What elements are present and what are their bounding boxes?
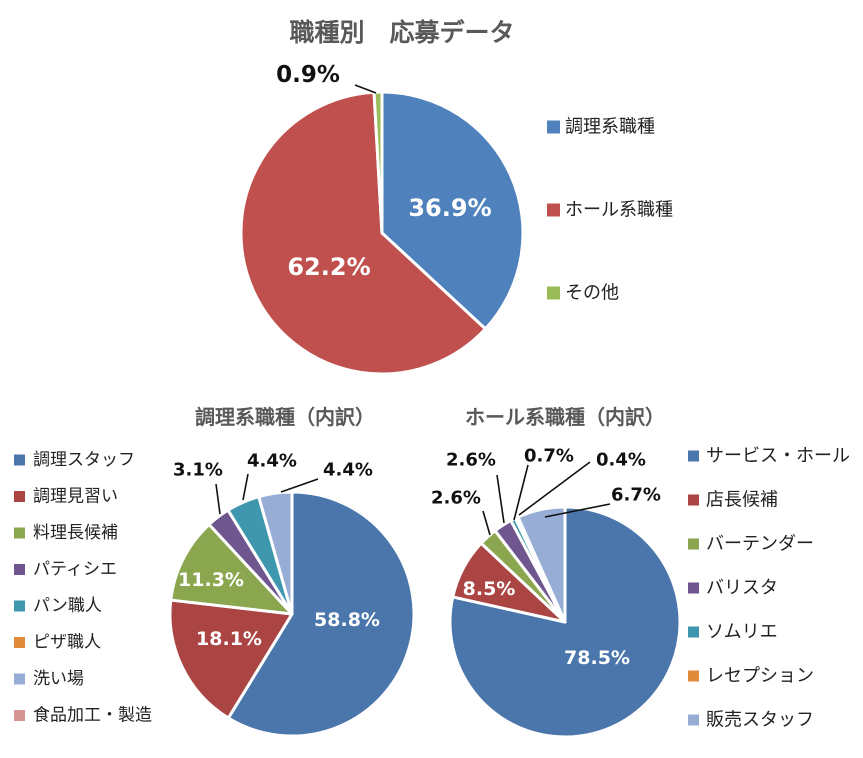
legend-label: パン職人 (33, 596, 102, 616)
data-label: 2.6% (446, 450, 496, 471)
pie-slice (239, 90, 487, 376)
legend-swatch (547, 286, 560, 300)
leader-line (215, 483, 221, 515)
legend-label: ソムリエ (706, 622, 778, 643)
legend-swatch (688, 714, 699, 726)
legend-label: 店長候補 (706, 490, 778, 511)
legend-label: 調理系職種 (565, 117, 655, 138)
data-label: 18.1% (196, 628, 262, 650)
legend-swatch (547, 203, 560, 217)
leader-line (513, 464, 529, 521)
legend-swatch (688, 626, 699, 638)
legend-label: パティシエ (33, 560, 117, 580)
data-label: 8.5% (463, 578, 516, 600)
data-label: 0.9% (276, 62, 340, 88)
data-label: 0.4% (596, 450, 646, 471)
legend-label: ピザ職人 (33, 633, 101, 653)
pie-slice (168, 598, 294, 720)
data-label: 3.1% (173, 460, 223, 481)
chart-title-hall: ホール系職種（内訳） (465, 405, 665, 429)
legend-swatch (14, 454, 25, 466)
chart-title-main: 職種別 応募データ (289, 18, 514, 47)
legend-label: 販売スタッフ (706, 710, 814, 731)
data-label: 36.9% (408, 194, 491, 222)
legend-swatch (14, 527, 25, 539)
legend-swatch (688, 670, 699, 682)
data-label: 62.2% (287, 253, 370, 281)
data-label: 0.7% (524, 446, 574, 467)
legend-swatch (14, 710, 25, 721)
legend-label: その他 (565, 283, 619, 304)
leader-line (544, 503, 611, 518)
data-label: 4.4% (323, 460, 373, 481)
legend-label: 食品加工・製造 (33, 706, 152, 726)
legend-swatch (14, 600, 25, 612)
leader-line (242, 473, 249, 501)
leader-line (280, 478, 319, 493)
legend-label: バリスタ (706, 578, 778, 599)
pie-chart-1: 58.8% 18.1% 11.3% 3.1% 4.4% 4.4% (168, 451, 416, 738)
leader-line (354, 84, 377, 94)
legend-swatch (14, 491, 25, 502)
legend-swatch (688, 450, 699, 462)
chart-title-cooking: 調理系職種（内訳） (195, 405, 375, 429)
legend-swatch (14, 564, 25, 575)
data-label: 78.5% (564, 647, 630, 669)
pie-chart-0: 36.9% 62.2% 0.9% (239, 62, 525, 376)
legend-label: ホール系職種 (565, 200, 673, 221)
legend-swatch (14, 673, 25, 685)
legend-swatch (688, 538, 699, 550)
pie-slice (169, 522, 294, 616)
legend-label: サービス・ホール (706, 446, 850, 467)
legend-swatch (14, 637, 25, 648)
data-label: 58.8% (314, 609, 380, 631)
pie-slice (257, 490, 294, 616)
legend-swatch (547, 120, 560, 134)
data-label: 11.3% (178, 569, 244, 591)
leader-line (496, 474, 505, 524)
data-label: 6.7% (611, 485, 661, 506)
pie-slice (226, 490, 416, 738)
pie-slice (448, 505, 682, 739)
legend-label: バーテンダー (706, 534, 814, 555)
data-label: 2.6% (431, 488, 481, 509)
pie-slice (516, 505, 567, 624)
legend-swatch (688, 494, 699, 506)
pie-chart-2: 78.5% 8.5% 2.6% 2.6% 0.7% 0.4% 6.7% (431, 446, 682, 739)
data-label: 4.4% (247, 451, 297, 472)
leader-line (518, 461, 591, 516)
leader-line (482, 510, 491, 536)
legend-label: 洗い場 (33, 669, 84, 689)
legend-label: 料理長候補 (33, 523, 118, 543)
legend-label: 調理見習い (33, 487, 118, 507)
legend-label: レセプション (706, 666, 814, 687)
pie-slice (380, 90, 525, 331)
legend-label: 調理スタッフ (33, 450, 135, 470)
legend-swatch (688, 582, 699, 594)
